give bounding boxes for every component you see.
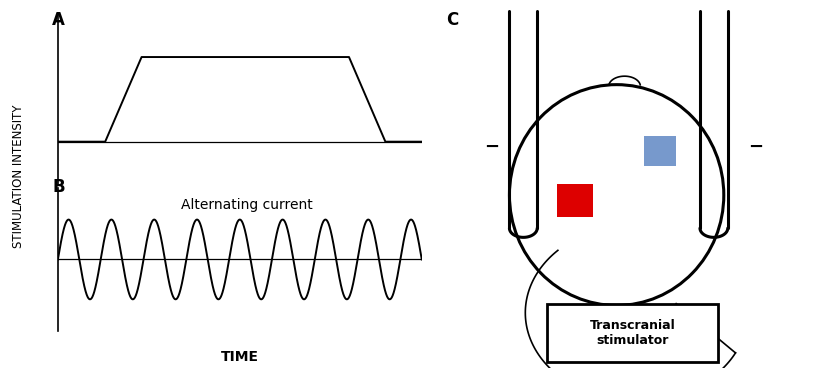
Text: Ramp up: Ramp up bbox=[65, 204, 122, 217]
Text: Ramp down: Ramp down bbox=[341, 204, 414, 217]
Text: −: − bbox=[484, 138, 500, 156]
Bar bbox=[557, 184, 593, 217]
Text: −: − bbox=[748, 138, 763, 156]
FancyBboxPatch shape bbox=[547, 304, 718, 362]
Text: TIME: TIME bbox=[221, 350, 259, 364]
Text: Alternating current: Alternating current bbox=[181, 198, 313, 212]
Bar bbox=[644, 136, 676, 166]
Text: STIMULATION INTENSITY: STIMULATION INTENSITY bbox=[12, 105, 25, 248]
Text: Transcranial
stimulator: Transcranial stimulator bbox=[590, 319, 676, 347]
Text: B: B bbox=[52, 178, 65, 197]
Text: C: C bbox=[446, 11, 458, 29]
Text: A: A bbox=[52, 11, 65, 29]
